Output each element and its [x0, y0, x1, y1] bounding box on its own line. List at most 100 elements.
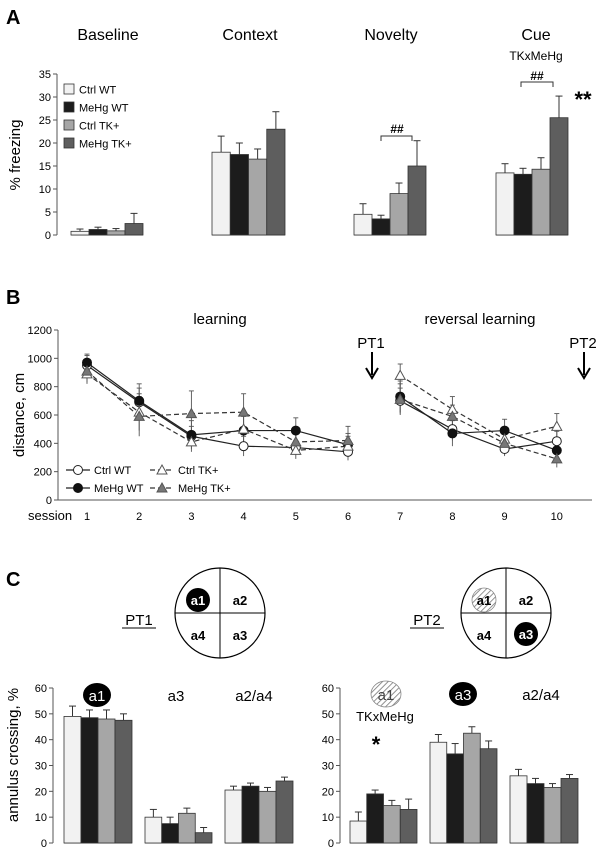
b-point	[185, 407, 198, 419]
legend-label: Ctrl TK+	[79, 121, 119, 133]
b-ytick-label: 600	[34, 410, 52, 422]
c-right-subtitle: TKxMeHg	[356, 709, 414, 724]
c2-bar	[446, 753, 464, 844]
b-point	[290, 425, 301, 436]
learning-label: learning	[193, 311, 246, 328]
cue-bracket	[520, 81, 554, 87]
a-bar	[353, 213, 373, 236]
a-ytick-label: 0	[45, 230, 51, 242]
title-cue: Cue	[521, 27, 550, 44]
panel-a-ylabel: % freezing	[7, 120, 24, 191]
c-right-group-labels: a1 TKxMeHg a3 a2/a4	[356, 680, 560, 724]
cue-star: **	[574, 87, 592, 112]
b-series-line	[86, 362, 349, 446]
a-ytick-label: 30	[39, 92, 51, 104]
a-bar	[248, 158, 268, 236]
b-ytick-label: 200	[34, 467, 52, 479]
pt2-q-a2: a2	[519, 593, 533, 608]
b-point	[238, 441, 249, 452]
a-bar	[70, 230, 90, 236]
pt1-q-a3: a3	[233, 628, 247, 643]
c2-ytick-label: 60	[322, 683, 334, 695]
b-series-line	[86, 370, 349, 443]
b-point	[185, 435, 198, 447]
c2-bar	[463, 732, 481, 844]
pt1-arrow	[365, 352, 379, 380]
c2-ytick-label: 50	[322, 709, 334, 721]
pt1-q-a2: a2	[233, 593, 247, 608]
b-point	[289, 435, 302, 447]
c1-bar	[241, 785, 260, 844]
pt2-q-a3: a3	[519, 627, 533, 642]
pt2-arrow	[577, 352, 591, 380]
b-ytick-label: 1200	[28, 325, 52, 337]
pt2-pool-map: a1 a2 a4 a3	[460, 567, 552, 659]
title-context: Context	[222, 27, 278, 44]
b-xtick-label: 3	[188, 511, 194, 523]
b-ytick-label: 0	[46, 495, 52, 507]
b-xtick-label: 9	[502, 511, 508, 523]
legend-label: Ctrl WT	[79, 85, 117, 97]
b-legend-marker	[73, 465, 83, 475]
c2-ytick-label: 20	[322, 786, 334, 798]
c-left-a1: a1	[89, 688, 106, 705]
reversal-label: reversal learning	[425, 311, 536, 328]
panel-b-axis: 0 200 400 600 800 1000 1200 1 2 3 4 5 6 7 8 9 10	[28, 325, 592, 523]
pt1-q-a1: a1	[191, 593, 205, 608]
c2-bar	[399, 809, 418, 844]
legend-label: MeHg WT	[79, 103, 129, 115]
pt1-label: PT1	[357, 335, 385, 352]
b-ytick-label: 400	[34, 438, 52, 450]
panel-b-letter: B	[6, 287, 20, 309]
pt2-title: PT2	[413, 612, 441, 629]
b-point	[550, 452, 563, 464]
c1-bar	[114, 719, 133, 844]
b-point	[289, 444, 302, 455]
a-bar	[266, 128, 286, 236]
pt2-q-a4: a4	[477, 628, 492, 643]
a-bar	[229, 154, 249, 236]
b-legend-label: MeHg TK+	[178, 483, 231, 495]
b-ytick-label: 800	[34, 382, 52, 394]
title-novelty: Novelty	[364, 27, 417, 44]
c1-ytick-label: 20	[35, 786, 47, 798]
cue-subtitle: TKxMeHg	[509, 49, 562, 63]
c1-bar	[161, 823, 179, 844]
b-legend-label: Ctrl TK+	[178, 465, 218, 477]
b-point	[133, 410, 146, 421]
a-bar	[549, 117, 569, 236]
a-ytick-label: 35	[39, 69, 51, 81]
b-xtick-label: 1	[84, 511, 90, 523]
a-bar	[124, 223, 144, 236]
panel-b-lines	[81, 353, 563, 468]
c2-bar	[429, 741, 448, 844]
panel-a-legend: Ctrl WT MeHg WT Ctrl TK+ MeHg TK+	[63, 83, 132, 151]
c1-ytick-label: 30	[35, 761, 47, 773]
c-right-a3: a3	[455, 687, 472, 704]
b-legend-marker	[73, 483, 83, 493]
a-bar	[371, 218, 391, 236]
b-xtick-label: 2	[136, 511, 142, 523]
c1-bar	[178, 812, 196, 844]
c-left-group-labels: a1 a3 a2/a4	[83, 683, 273, 707]
c1-bar	[224, 789, 243, 844]
b-series-line	[86, 364, 349, 453]
a-bar	[211, 151, 231, 236]
a-ytick-label: 5	[45, 207, 51, 219]
b-point	[237, 423, 250, 434]
pt1-pool-map: a1 a2 a4 a3	[174, 567, 266, 659]
b-point	[394, 393, 407, 404]
legend-label: MeHg TK+	[79, 139, 132, 151]
novelty-bracket	[380, 135, 413, 141]
c1-bar	[258, 790, 277, 844]
b-point	[446, 410, 459, 421]
b-legend-label: Ctrl WT	[94, 465, 132, 477]
legend-swatch	[63, 101, 75, 113]
b-legend-marker	[156, 463, 168, 475]
b-point	[237, 406, 250, 417]
b-series-line	[86, 373, 349, 452]
b-legend-marker	[156, 481, 168, 493]
panel-c-ylabel: annulus crossing, %	[5, 688, 22, 822]
novelty-significance: ##	[390, 122, 404, 136]
b-xtick-label: 4	[241, 511, 247, 523]
